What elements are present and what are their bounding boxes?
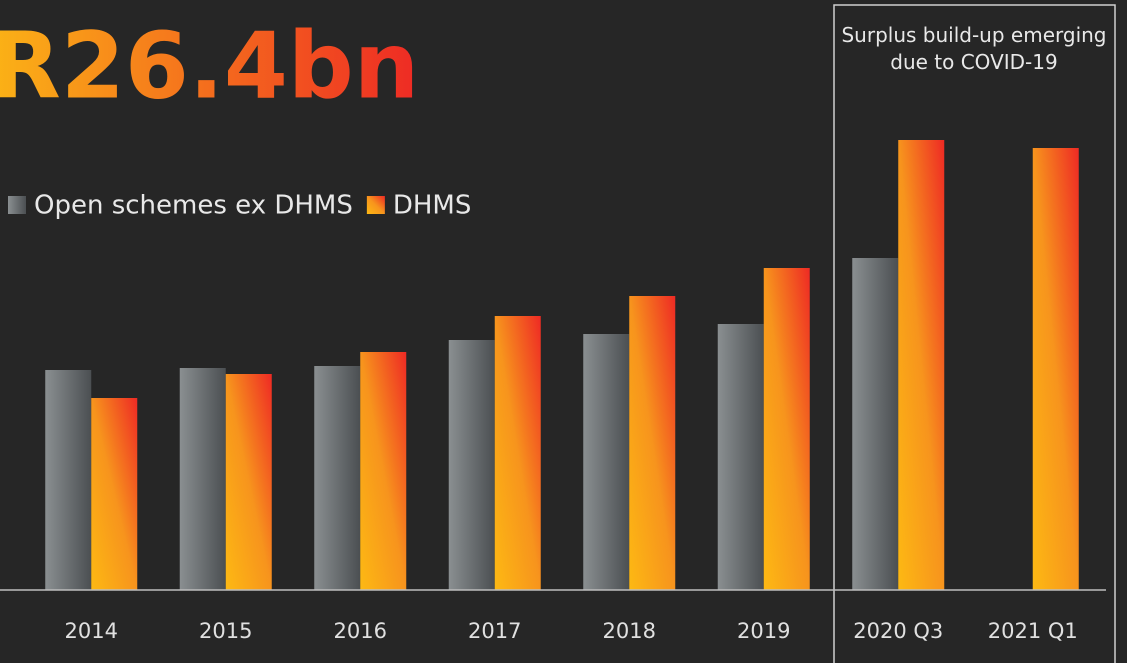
- bar: [225, 374, 272, 590]
- x-tick-label: 2015: [199, 619, 252, 643]
- annotation: Surplus build-up emerging due to COVID-1…: [841, 23, 1107, 74]
- chart-title: R26.4bn: [0, 12, 419, 119]
- x-tick-label: 2016: [334, 619, 387, 643]
- x-tick-label: 2014: [65, 619, 118, 643]
- legend-swatch: [366, 196, 385, 214]
- bar: [583, 334, 630, 590]
- bar: [314, 366, 361, 590]
- bar: [763, 268, 810, 590]
- legend-label: Open schemes ex DHMS: [34, 191, 353, 221]
- x-tick-label: 2017: [468, 619, 521, 643]
- bar: [448, 340, 495, 590]
- bar: [1032, 148, 1079, 590]
- x-tick-label: 2020 Q3: [853, 619, 943, 643]
- bar: [45, 370, 92, 590]
- bar: [179, 368, 226, 590]
- bar: [360, 352, 407, 590]
- x-tick-label: 2019: [737, 619, 790, 643]
- bar: [852, 258, 899, 590]
- annotation-box: [833, 4, 1116, 663]
- bar: [898, 140, 945, 590]
- bar: [494, 316, 541, 590]
- legend-swatch: [8, 196, 26, 214]
- legend-label: DHMS: [393, 191, 472, 221]
- x-tick-label: 2018: [603, 619, 656, 643]
- bar: [629, 296, 676, 590]
- x-tick-label: 2021 Q1: [988, 619, 1078, 643]
- bar: [91, 398, 138, 590]
- bar: [717, 324, 764, 590]
